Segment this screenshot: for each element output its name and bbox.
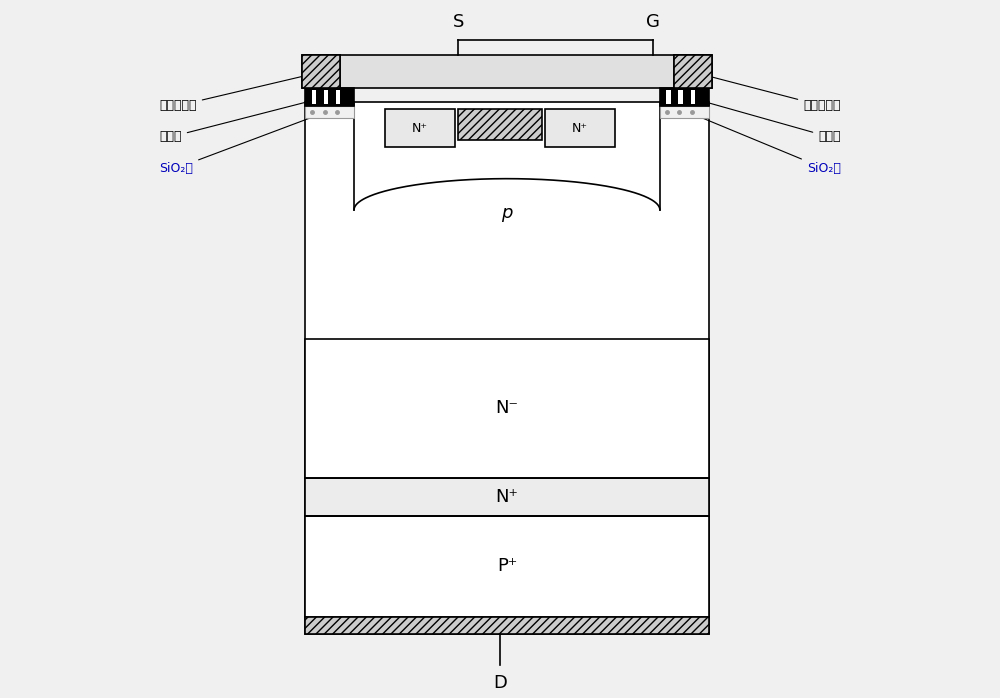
Bar xyxy=(324,90,328,104)
Bar xyxy=(305,516,709,616)
Text: N⁻: N⁻ xyxy=(495,399,518,417)
Bar xyxy=(305,102,709,634)
Bar xyxy=(674,55,712,88)
Bar xyxy=(458,109,542,140)
Text: N⁺: N⁺ xyxy=(496,488,518,506)
Text: D: D xyxy=(493,674,507,692)
Bar xyxy=(666,90,671,104)
Text: 光控层: 光控层 xyxy=(159,97,322,143)
Bar xyxy=(305,88,354,105)
Text: SiO₂层: SiO₂层 xyxy=(691,113,841,174)
Text: G: G xyxy=(646,13,660,31)
Text: 光控层: 光控层 xyxy=(692,97,841,143)
Bar xyxy=(691,90,695,104)
Text: p: p xyxy=(501,205,513,223)
Bar xyxy=(660,88,709,105)
Bar xyxy=(305,339,709,477)
Bar xyxy=(385,109,455,147)
Bar xyxy=(666,90,671,104)
Bar xyxy=(305,616,709,634)
Bar xyxy=(312,90,316,104)
Text: N⁺: N⁺ xyxy=(572,121,588,135)
Bar xyxy=(305,477,709,516)
Text: N⁺: N⁺ xyxy=(412,121,428,135)
Bar xyxy=(660,105,709,118)
Text: 金属致密层: 金属致密层 xyxy=(159,71,319,112)
Bar xyxy=(305,105,354,118)
Bar xyxy=(691,90,695,104)
Text: 金属致密层: 金属致密层 xyxy=(695,71,841,112)
Bar xyxy=(336,90,340,104)
Bar xyxy=(674,55,712,88)
Bar xyxy=(545,109,615,147)
Bar xyxy=(660,88,709,105)
Text: S: S xyxy=(453,13,464,31)
Text: SiO₂层: SiO₂层 xyxy=(159,113,322,174)
Bar xyxy=(312,90,316,104)
Text: P⁺: P⁺ xyxy=(497,557,517,575)
Bar xyxy=(305,55,709,88)
Bar xyxy=(305,88,354,105)
Bar xyxy=(678,90,683,104)
Bar xyxy=(678,90,683,104)
Bar xyxy=(302,55,340,88)
Bar xyxy=(324,90,328,104)
Bar xyxy=(302,55,340,88)
Bar xyxy=(336,90,340,104)
